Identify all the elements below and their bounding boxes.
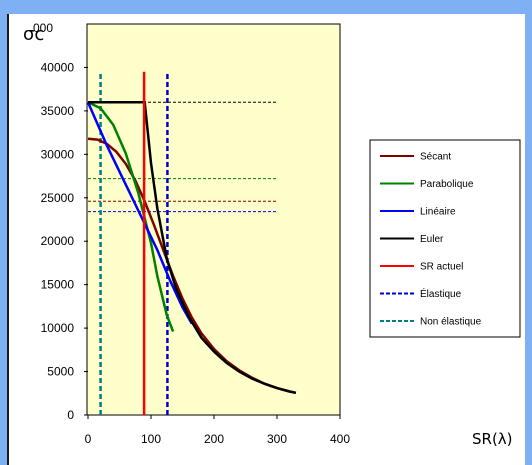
legend-label-1: Parabolique xyxy=(420,179,474,190)
y-tick-label-3: 15000 xyxy=(41,278,75,292)
x-tick-label-0: 0 xyxy=(85,432,92,446)
legend-label-5: Élastique xyxy=(420,287,462,300)
window-left-border xyxy=(0,0,9,465)
x-axis-title: SR(λ) xyxy=(472,430,513,448)
x-tick-label-3: 300 xyxy=(267,432,287,446)
series-line-2 xyxy=(86,101,193,325)
legend: Sécant Parabolique Linéaire Euler SR actuel É… xyxy=(380,152,482,328)
y-tick-label-2: 10000 xyxy=(41,321,75,335)
legend-box xyxy=(369,139,521,338)
y-tick-label-4: 20000 xyxy=(41,234,75,248)
series-group xyxy=(86,71,297,415)
x-tick-label-4: 400 xyxy=(330,432,350,446)
legend-label-4: SR actuel xyxy=(420,262,463,273)
y-tick-label-5: 25000 xyxy=(41,191,75,205)
legend-label-3: Euler xyxy=(420,234,444,245)
x-axis-ticks: 0 100 200 300 400 xyxy=(85,415,350,446)
y-tick-label-0: 0 xyxy=(67,408,74,422)
x-tick-label-2: 200 xyxy=(204,432,224,446)
y-tick-label-7: 35000 xyxy=(41,104,75,118)
window-top-bar xyxy=(0,0,532,14)
y-tick-label-8: 40000 xyxy=(41,60,75,74)
series-line-3 xyxy=(88,100,297,395)
legend-label-6: Non élastique xyxy=(420,317,482,328)
plot-area xyxy=(86,23,341,416)
y-tick-label-1: 5000 xyxy=(47,365,74,379)
legend-label-2: Linéaire xyxy=(420,207,456,218)
y-tick-label-clipped: 000 xyxy=(33,21,53,35)
window-right-border xyxy=(525,0,532,465)
series-line-1 xyxy=(87,101,175,333)
x-tick-label-1: 100 xyxy=(141,432,161,446)
y-axis-title: σc xyxy=(23,24,44,45)
window-left-edge-line xyxy=(7,14,9,465)
legend-label-0: Sécant xyxy=(420,152,451,163)
y-axis-ticks: 0 5000 10000 15000 20000 25000 30000 35000 40000 xyxy=(41,60,88,422)
y-tick-label-6: 30000 xyxy=(41,147,75,161)
